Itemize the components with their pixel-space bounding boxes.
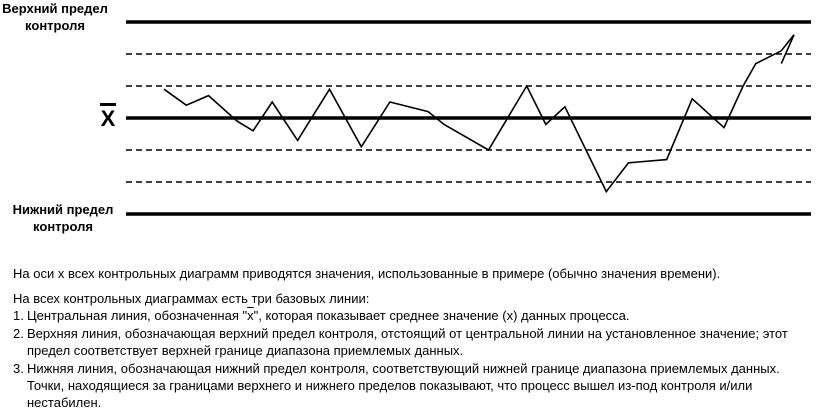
list-item-center-line: 1. Центральная линия, обозначенная "x", … xyxy=(13,307,818,324)
lower-control-limit-label: Нижний предел контроля xyxy=(12,202,114,234)
item-text-after: ", которая показывает среднее значение (… xyxy=(253,308,630,323)
list-number: 1. xyxy=(13,308,24,323)
item-text-before: Центральная линия, обозначенная " xyxy=(27,308,248,323)
xbar-letter: X xyxy=(100,106,116,131)
upper-control-limit-label: Верхний предел контроля xyxy=(2,1,108,33)
center-line-xbar-label: X xyxy=(98,102,118,131)
list-item-upper-line: 2. Верхняя линия, обозначающая верхний п… xyxy=(13,325,818,359)
baselines-list: 1. Центральная линия, обозначенная "x", … xyxy=(13,307,818,412)
list-number: 3. xyxy=(13,361,24,376)
item-text: Нижняя линия, обозначающая нижний предел… xyxy=(27,361,780,410)
xaxis-note: На оси x всех контрольных диаграмм приво… xyxy=(13,266,721,281)
list-item-lower-line: 3. Нижняя линия, обозначающая нижний пре… xyxy=(13,360,818,411)
item-text-mark: x xyxy=(247,308,254,323)
reference-lines xyxy=(126,20,811,216)
process-data-line xyxy=(163,34,795,194)
control-chart xyxy=(126,20,811,216)
item-text: Верхняя линия, обозначающая верхний пред… xyxy=(27,326,788,358)
baselines-intro: На всех контрольных диаграммах есть три … xyxy=(13,291,370,306)
list-number: 2. xyxy=(13,326,24,341)
